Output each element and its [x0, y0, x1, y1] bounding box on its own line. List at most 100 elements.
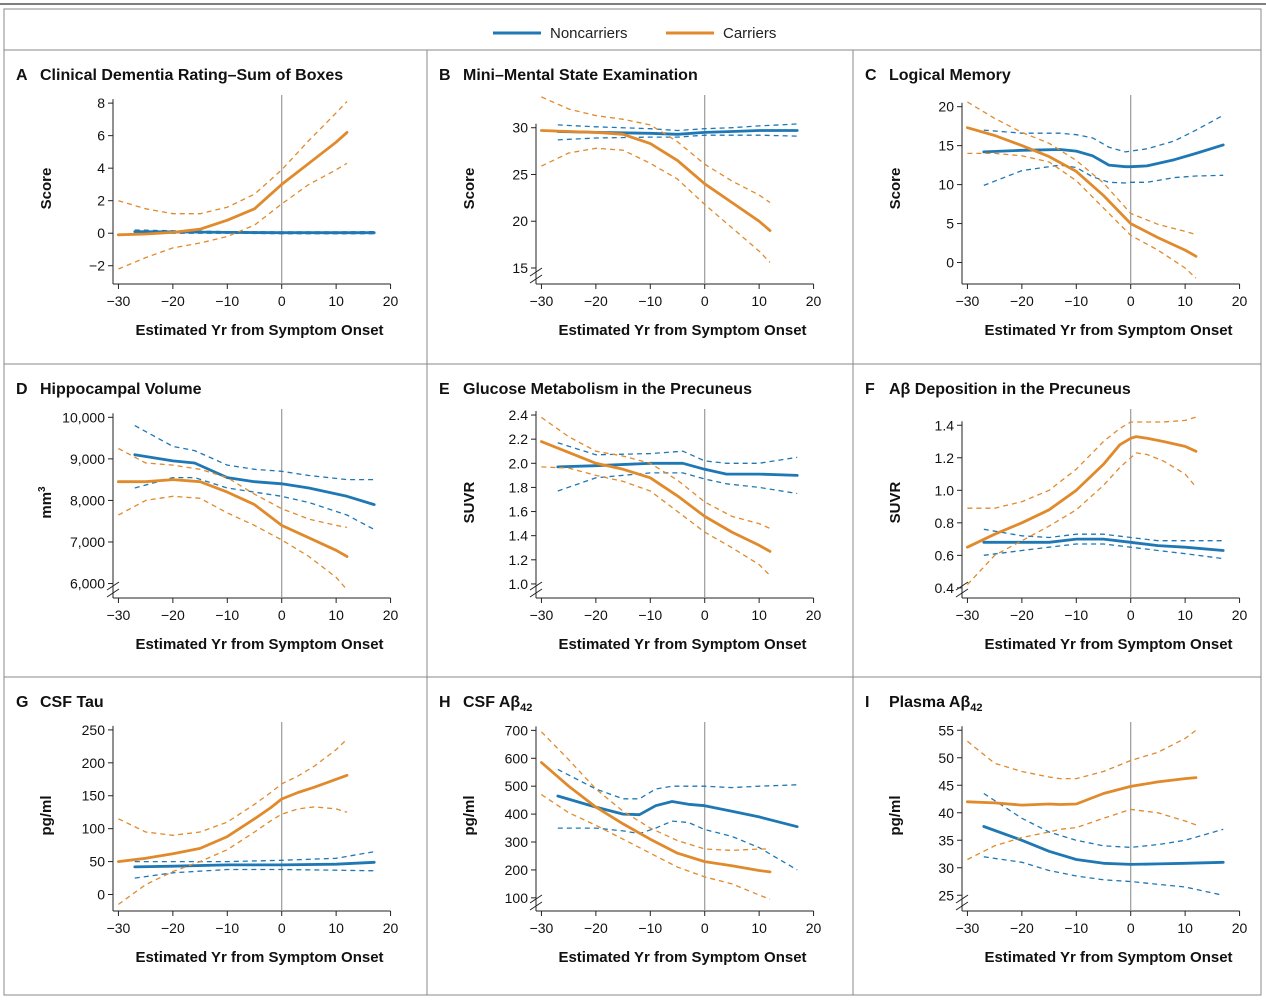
ci-upper-noncarriers [983, 114, 1224, 153]
y-tick-label: 30 [512, 120, 528, 136]
series-carriers [117, 447, 349, 591]
x-axis-label: Estimated Yr from Symptom Onset [984, 636, 1232, 653]
x-tick-label: 0 [278, 920, 286, 936]
ci-upper-carriers [540, 731, 770, 852]
y-tick-label: 50 [938, 750, 954, 766]
y-tick-label: 200 [82, 755, 106, 771]
y-tick-label: 6,000 [70, 576, 105, 592]
ci-lower-carriers [967, 808, 1197, 861]
y-tick-label: 1.4 [509, 528, 529, 544]
x-tick-label: −30 [956, 607, 980, 623]
panel-letter: G [16, 694, 28, 711]
panel-title: CSF Tau [40, 694, 104, 711]
series-carriers [540, 731, 772, 900]
series-noncarriers [982, 114, 1225, 187]
ci-upper-noncarriers [134, 851, 375, 863]
ci-upper-carriers [541, 96, 771, 204]
axis-break-mark [529, 894, 543, 911]
line-noncarriers [133, 860, 376, 869]
ci-upper-carriers [118, 101, 348, 215]
x-tick-label: −30 [956, 293, 980, 309]
y-tick-label: 1.4 [935, 417, 955, 433]
y-tick-label: 10,000 [62, 409, 105, 425]
ci-upper-carriers [966, 729, 1197, 780]
y-axis-label: pg/ml [38, 796, 55, 836]
y-axis-label: SUVR [887, 482, 904, 524]
line-carriers [540, 440, 772, 553]
y-tick-label: 100 [82, 821, 106, 837]
line-noncarriers [556, 461, 799, 477]
x-tick-label: −20 [584, 293, 608, 309]
panel-e: E Glucose Metabolism in the Precuneus SUVR… [439, 381, 822, 653]
y-tick-label: 0 [97, 887, 105, 903]
x-axis-label: Estimated Yr from Symptom Onset [135, 949, 383, 966]
y-tick-label: 7,000 [70, 534, 105, 550]
x-tick-label: −30 [107, 293, 131, 309]
ci-lower-noncarriers [134, 868, 375, 879]
panel-d: D Hippocampal Volume mm3 Estimated Yr from … [16, 381, 399, 653]
series-carriers [540, 416, 772, 576]
x-tick-label: −20 [161, 607, 185, 623]
series-carriers [966, 729, 1198, 861]
panel-title: Hippocampal Volume [40, 381, 202, 398]
y-tick-label: 1.2 [935, 450, 955, 466]
ci-lower-noncarriers [134, 476, 375, 531]
panel-c: C Logical Memory Score Estimated Yr from Sy… [865, 67, 1248, 339]
panel-title: Plasma Aβ42 [889, 694, 982, 714]
panel-letter: I [865, 694, 869, 711]
x-tick-label: 10 [1177, 920, 1193, 936]
ci-upper-noncarriers [983, 792, 1224, 849]
x-tick-label: 20 [383, 293, 399, 309]
ci-lower-carriers [118, 162, 348, 270]
x-tick-label: −20 [584, 920, 608, 936]
ci-upper-carriers [118, 738, 348, 836]
x-axis-label: Estimated Yr from Symptom Onset [135, 636, 383, 653]
series-noncarriers [133, 425, 376, 531]
y-tick-label: 0.4 [935, 580, 955, 596]
x-tick-label: 0 [701, 607, 709, 623]
y-axis-label: mm3 [37, 486, 55, 519]
y-axis-label: pg/ml [461, 796, 478, 836]
x-tick-label: −10 [1064, 293, 1088, 309]
y-tick-label: 2.2 [509, 431, 529, 447]
x-tick-label: −30 [107, 607, 131, 623]
legend-label-carriers: Carriers [723, 25, 776, 42]
ci-lower-carriers [541, 794, 771, 900]
y-tick-label: 300 [505, 834, 529, 850]
x-tick-label: −30 [956, 920, 980, 936]
y-tick-label: 0.6 [935, 547, 955, 563]
x-tick-label: −20 [584, 607, 608, 623]
ci-upper-noncarriers [983, 528, 1224, 542]
series-noncarriers [556, 442, 799, 495]
panel-letter: A [16, 67, 28, 84]
y-tick-label: 15 [512, 260, 528, 276]
x-tick-label: 20 [806, 293, 822, 309]
x-tick-label: 10 [328, 293, 344, 309]
x-tick-label: −20 [161, 920, 185, 936]
y-tick-label: 8 [97, 95, 105, 111]
series-noncarriers [982, 792, 1225, 896]
panel-h: H CSF Aβ42 pg/ml Estimated Yr from Symptom … [439, 694, 822, 966]
legend-item-noncarriers: Noncarriers [493, 25, 628, 42]
panel-title: Aβ Deposition in the Precuneus [889, 381, 1131, 398]
x-tick-label: −30 [530, 920, 554, 936]
y-axis-label: Score [461, 168, 478, 210]
series-noncarriers [133, 851, 376, 879]
y-tick-label: 100 [505, 890, 529, 906]
panel-letter: E [439, 381, 450, 398]
x-axis-label: Estimated Yr from Symptom Onset [984, 949, 1232, 966]
panel-a: A Clinical Dementia Rating–Sum of Boxes Sc… [16, 67, 399, 339]
x-tick-label: −10 [638, 607, 662, 623]
panel-title: Logical Memory [889, 67, 1011, 84]
y-tick-label: 25 [512, 166, 528, 182]
y-tick-label: 40 [938, 805, 954, 821]
x-tick-label: 0 [278, 607, 286, 623]
y-tick-label: 1.0 [509, 576, 529, 592]
y-tick-label: 10 [938, 177, 954, 193]
panel-letter: F [865, 381, 875, 398]
line-noncarriers [556, 794, 799, 829]
ci-upper-carriers [118, 447, 348, 529]
y-tick-label: 25 [938, 887, 954, 903]
panel-letter: D [16, 381, 28, 398]
ci-upper-carriers [541, 416, 771, 529]
